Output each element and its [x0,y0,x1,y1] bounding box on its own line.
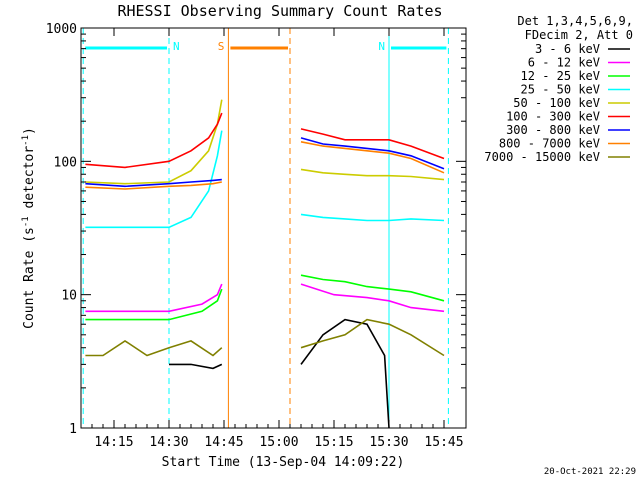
y-axis-label: Count Rate (s-1 detector-1) [21,127,37,329]
legend-label-4: 50 - 100 keV [513,96,600,110]
legend-label-3: 25 - 50 keV [521,83,600,97]
legend-header-line-2: FDecim 2, Att 0 [525,28,633,42]
legend-label-0: 3 - 6 keV [535,42,600,56]
x-tick-label-1: 14:30 [149,435,188,450]
series-0-segment-1 [300,318,390,429]
series-3-segment-0 [85,130,223,229]
x-axis-label: Start Time (13-Sep-04 14:09:22) [162,455,405,470]
series-7-segment-0 [85,181,222,190]
series-6-segment-1 [300,137,445,170]
y-tick-label-3: 1000 [46,22,77,37]
y-tick-label-1: 10 [61,289,77,304]
x-tick-label-5: 15:30 [369,435,408,450]
series-4-segment-0 [85,99,223,185]
legend-label-7: 800 - 7000 keV [499,137,600,151]
series-8-segment-1 [300,318,445,357]
axis-ticks: 14:15 14:30 14:45 15:00 15:15 15:30 15:45 1 10 10… [46,22,466,450]
annotation-label-0: N [173,40,180,53]
x-tick-label-4: 15:15 [314,435,353,450]
legend-label-1: 6 - 12 keV [528,56,600,70]
y-tick-label-0: 1 [69,422,77,437]
series-5-segment-1 [300,128,445,160]
x-tick-label-6: 15:45 [424,435,463,450]
y-tick-label-2: 100 [54,155,77,170]
legend-label-8: 7000 - 15000 keV [484,150,600,164]
annotation-label-2: S [218,40,225,53]
legend-label-2: 12 - 25 keV [521,69,600,83]
x-tick-label-0: 14:15 [94,435,133,450]
series-6-segment-0 [85,178,222,188]
footer-timestamp: 20-Oct-2021 22:29 [544,467,636,477]
series-1-segment-0 [85,283,223,313]
x-tick-label-3: 15:00 [259,435,298,450]
series-2-segment-1 [300,274,445,302]
series-8-segment-0 [85,339,223,357]
legend-label-6: 300 - 800 keV [506,123,600,137]
x-tick-label-2: 14:45 [204,435,243,450]
series-0-segment-0 [169,363,223,370]
legend: Det 1,3,4,5,6,9, FDecim 2, Att 0 3 - 6 k… [484,14,633,164]
series-1-segment-1 [300,283,445,313]
series-7-segment-1 [300,141,445,174]
series-3-segment-1 [300,213,445,222]
annotation-label-1: N [378,40,385,53]
plot-frame [80,27,467,429]
series-2-segment-0 [85,288,223,321]
legend-label-5: 100 - 300 keV [506,110,600,124]
chart-title: RHESSI Observing Summary Count Rates [117,2,442,20]
series-lines [85,99,445,429]
series-5-segment-0 [85,112,223,169]
legend-header-line-1: Det 1,3,4,5,6,9, [517,14,633,28]
series-4-segment-1 [300,168,445,181]
